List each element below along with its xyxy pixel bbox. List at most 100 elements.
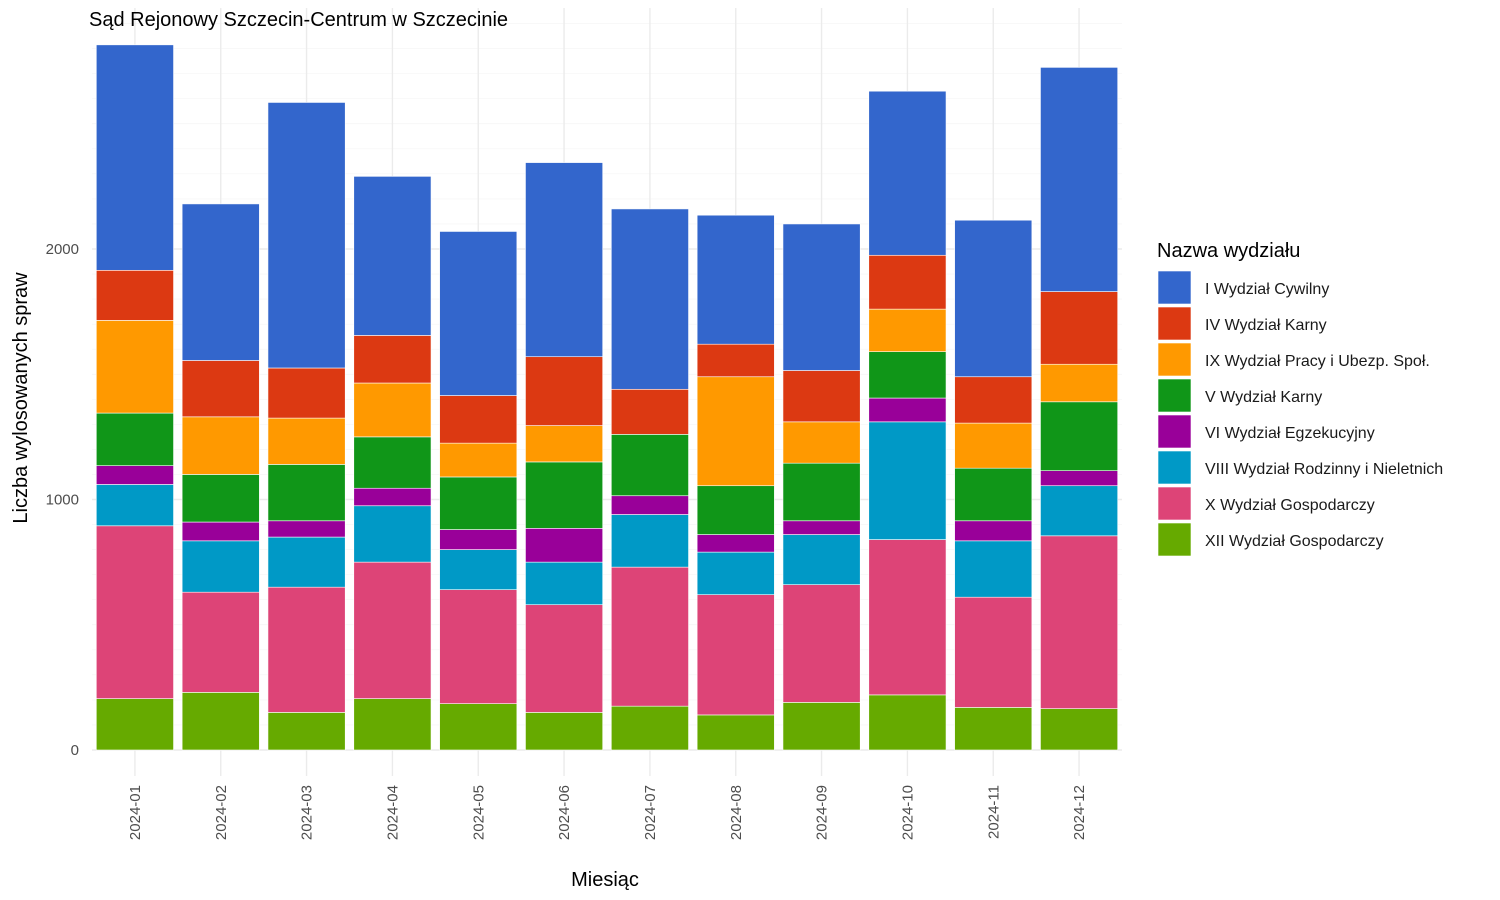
bar-segment — [353, 382, 432, 438]
bar-segment — [353, 505, 432, 563]
x-tick-label: 2024-02 — [213, 785, 230, 840]
x-tick-label: 2024-04 — [384, 785, 401, 840]
x-axis-ticks: 2024-01 2024-02 2024-03 2024-04 2024-05 2024-… — [127, 785, 1088, 840]
bar-segment — [525, 712, 604, 751]
bar-segment — [525, 425, 604, 463]
bar-segment — [868, 539, 947, 696]
bar-segment — [525, 604, 604, 713]
y-tick-label: 1000 — [46, 492, 79, 509]
bar-segment — [525, 162, 604, 358]
bar-segment — [1040, 291, 1119, 365]
bar-segment — [181, 521, 260, 542]
legend-label: XII Wydział Gospodarczy — [1205, 533, 1384, 550]
legend-swatch — [1157, 414, 1192, 449]
bar-segment — [267, 586, 346, 713]
bar-segment — [1040, 485, 1119, 537]
bar-segment — [1040, 708, 1119, 751]
bar-segment — [439, 476, 518, 530]
legend-label: VIII Wydział Rodzinny i Nieletnich — [1205, 461, 1443, 478]
bar-segment — [868, 90, 947, 256]
bar-segment — [954, 219, 1033, 378]
bar-segment — [439, 529, 518, 550]
legend-swatch — [1157, 270, 1192, 305]
legend-label: V Wydział Karny — [1205, 389, 1322, 406]
bar-segment — [782, 520, 861, 535]
bar-segment — [1040, 363, 1119, 403]
x-tick-label: 2024-10 — [899, 785, 916, 840]
legend-swatch — [1157, 522, 1192, 557]
x-tick-label: 2024-07 — [642, 785, 659, 840]
bar-segment — [181, 692, 260, 751]
bar-segment — [95, 320, 174, 414]
x-tick-label: 2024-05 — [470, 785, 487, 840]
bar-segment — [353, 487, 432, 507]
y-axis-title: Liczba wylosowanych spraw — [10, 272, 32, 524]
x-tick-label: 2024-08 — [728, 785, 745, 840]
bar-segment — [868, 351, 947, 399]
bar-segment — [181, 360, 260, 418]
legend-label: IX Wydział Pracy i Ubezp. Społ. — [1205, 353, 1430, 370]
bar-segment — [439, 442, 518, 478]
legend-swatch — [1157, 306, 1192, 341]
bar-segment — [267, 102, 346, 369]
bar-segment — [954, 376, 1033, 424]
bar-segment — [95, 44, 174, 271]
legend-label: VI Wydział Egzekucyjny — [1205, 425, 1375, 442]
bar-segment — [353, 176, 432, 336]
bar-segment — [954, 422, 1033, 469]
bar-segment — [525, 528, 604, 563]
legend: Nazwa wydziału I Wydział Cywilny IV Wydzi… — [1157, 240, 1443, 557]
bar-segment — [181, 416, 260, 475]
legend-swatch — [1157, 450, 1192, 485]
x-tick-label: 2024-03 — [299, 785, 316, 840]
x-tick-label: 2024-09 — [814, 785, 831, 840]
bar-segment — [782, 584, 861, 703]
bar-segment — [696, 376, 775, 487]
bar-segment — [95, 412, 174, 466]
bar-segment — [782, 702, 861, 751]
bar-segment — [95, 698, 174, 751]
bar-segment — [181, 203, 260, 361]
x-tick-label: 2024-12 — [1071, 785, 1088, 840]
bar-segment — [525, 461, 604, 529]
bar-segment — [954, 467, 1033, 522]
bar-segment — [353, 698, 432, 751]
x-tick-label: 2024-01 — [127, 785, 144, 840]
bar-segment — [525, 356, 604, 426]
bar-segment — [868, 694, 947, 751]
legend-label: IV Wydział Karny — [1205, 317, 1327, 334]
legend-label: I Wydział Cywilny — [1205, 281, 1329, 298]
bar-segment — [181, 591, 260, 693]
legend-label: X Wydział Gospodarczy — [1205, 497, 1375, 514]
bar-segment — [181, 540, 260, 593]
bar-segment — [782, 421, 861, 464]
bar-segment — [610, 495, 689, 515]
bar-segment — [696, 343, 775, 378]
bar-segment — [782, 462, 861, 522]
bar-segment — [267, 367, 346, 419]
bar-segment — [353, 561, 432, 699]
legend-swatch — [1157, 378, 1192, 413]
bar-segment — [439, 395, 518, 444]
bar-segment — [782, 223, 861, 371]
bar-segment — [782, 534, 861, 585]
x-tick-label: 2024-11 — [985, 785, 1002, 839]
bar-segment — [610, 566, 689, 707]
x-axis-title: Miesiąc — [571, 869, 639, 891]
bar-segment — [353, 436, 432, 489]
chart-title: Sąd Rejonowy Szczecin-Centrum w Szczecin… — [89, 9, 508, 31]
bar-segment — [439, 231, 518, 396]
bar-segment — [610, 388, 689, 435]
bar-segment — [610, 705, 689, 751]
bar-segment — [95, 465, 174, 485]
bar-segment — [267, 536, 346, 588]
bar-segment — [868, 308, 947, 353]
bar-segment — [868, 397, 947, 423]
bar-segment — [267, 417, 346, 465]
bar-segment — [696, 551, 775, 595]
bar-segment — [525, 561, 604, 606]
bar-segment — [95, 525, 174, 699]
bar-segment — [696, 594, 775, 716]
bar-segment — [267, 520, 346, 538]
